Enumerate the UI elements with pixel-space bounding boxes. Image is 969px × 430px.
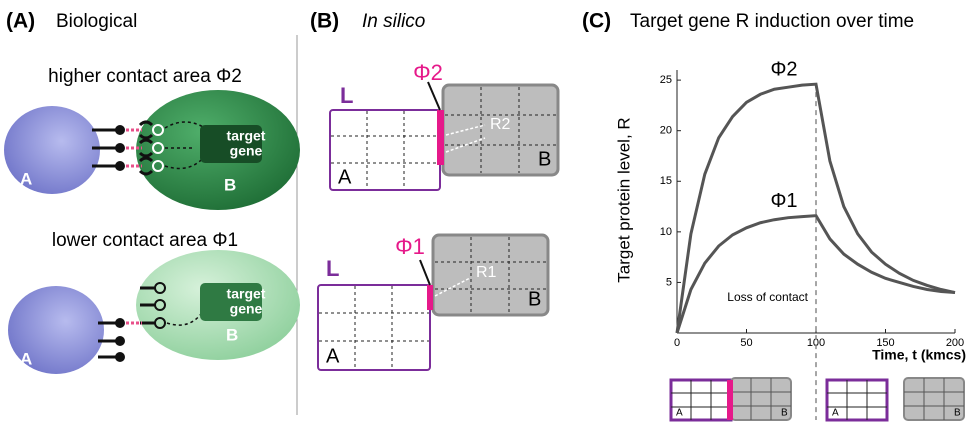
cell-a: [4, 106, 100, 194]
contact-label: Φ1: [395, 234, 425, 259]
x-axis-label: Time, t (kmcs): [872, 347, 966, 363]
caption: higher contact area Φ2: [48, 66, 242, 87]
receptor-label: R2: [490, 116, 511, 133]
icon-label: A: [832, 408, 839, 419]
panel-label: (C): [582, 10, 611, 33]
cell-label: B: [528, 288, 541, 310]
x-tick-label: 150: [876, 337, 894, 349]
panel-label: (A): [6, 10, 35, 33]
x-tick-label: 200: [946, 337, 964, 349]
x-tick-label: 0: [674, 337, 680, 349]
chart-title: Target gene R induction over time: [630, 11, 914, 32]
cell-label: A: [338, 166, 352, 188]
gene-label: gene: [230, 143, 263, 159]
cell-label: B: [224, 175, 236, 194]
icon-label: A: [676, 408, 683, 419]
gene-label: target: [227, 286, 266, 302]
gene-label: target: [227, 128, 266, 144]
cell-label: B: [538, 148, 551, 170]
panel-label: (B): [310, 10, 339, 33]
y-tick-label: 20: [660, 125, 672, 137]
icon-label: B: [781, 408, 788, 419]
cell-label: B: [226, 325, 238, 344]
y-tick-label: 15: [660, 175, 672, 187]
x-tick-label: 50: [740, 337, 752, 349]
contact-icons: [671, 378, 964, 420]
y-axis-label: Target protein level, R: [614, 117, 633, 282]
receptor-label: R1: [476, 264, 497, 281]
panel-title: In silico: [362, 11, 425, 32]
contact-label: Φ2: [413, 60, 443, 85]
gene-label: gene: [230, 301, 263, 317]
cell-label: A: [20, 169, 32, 188]
cell-label: A: [20, 349, 32, 368]
y-tick-label: 10: [660, 226, 672, 238]
y-tick-label: 25: [660, 74, 672, 86]
ligand-label: L: [326, 256, 339, 281]
y-tick-label: 5: [666, 276, 672, 288]
series-label: Φ1: [770, 190, 797, 212]
series-label: Φ2: [770, 58, 797, 80]
cell-label: A: [326, 345, 340, 367]
panel-title: Biological: [56, 11, 137, 32]
annotation: Loss of contact: [727, 290, 808, 304]
figure: (A) Biological higher contact area Φ2 ta…: [0, 0, 969, 425]
icon-label: B: [954, 408, 961, 419]
caption: lower contact area Φ1: [52, 230, 238, 251]
ligand-label: L: [340, 83, 353, 108]
